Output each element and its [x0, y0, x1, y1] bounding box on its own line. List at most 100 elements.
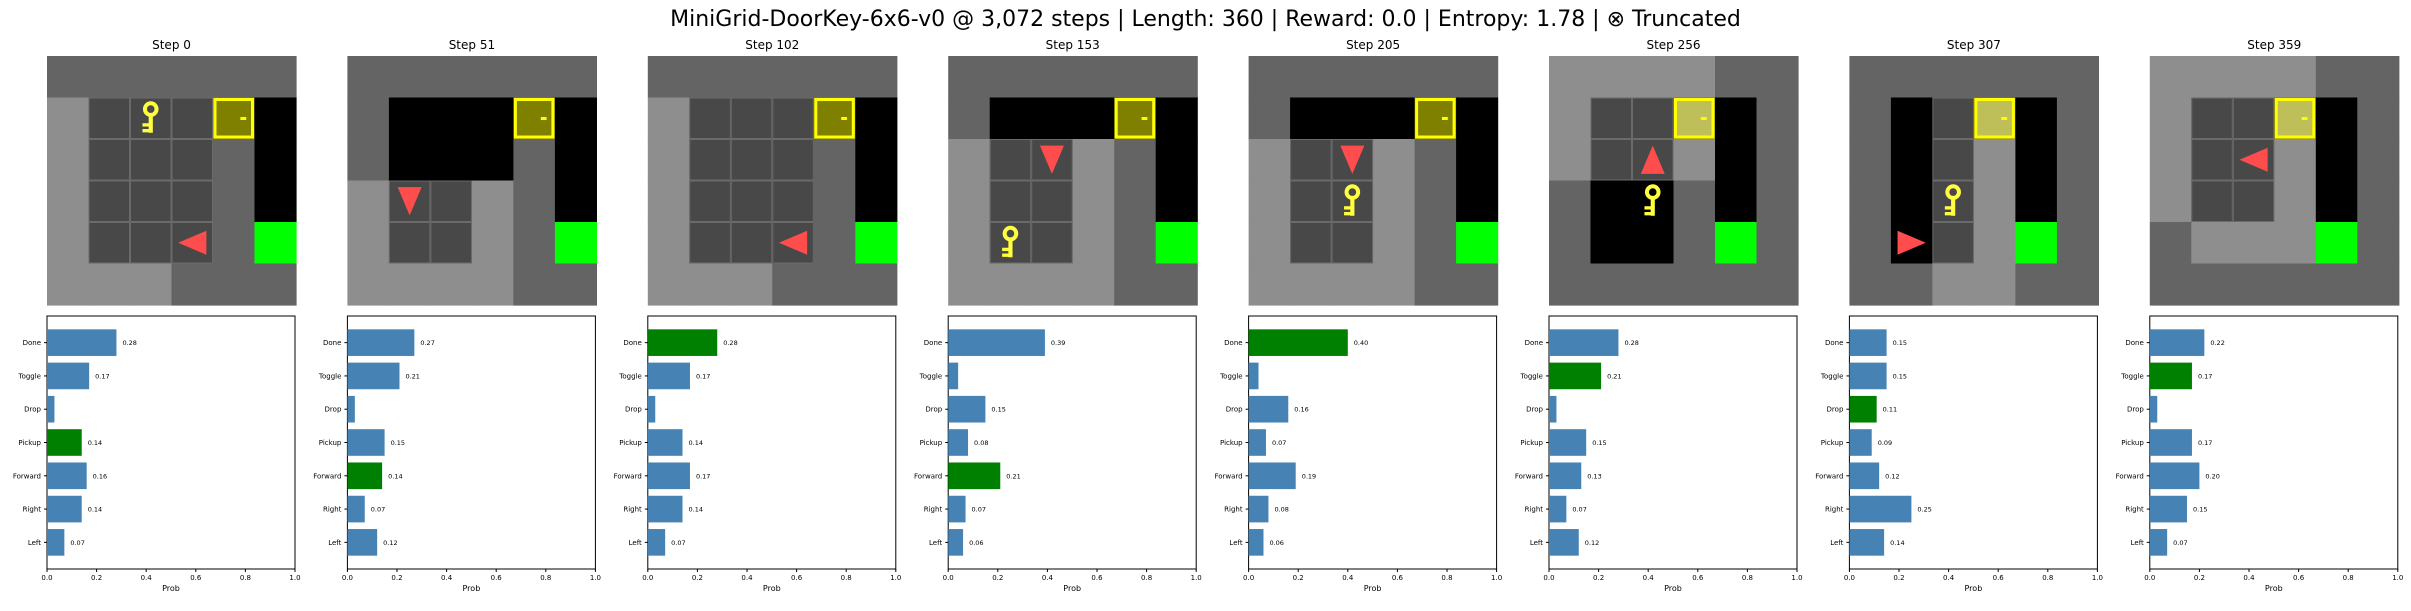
grid-cell [88, 97, 131, 140]
frame-title: Step 0 [152, 38, 191, 52]
grid-line [1932, 222, 1974, 264]
grid-cell [2315, 222, 2358, 265]
bar-forward [1549, 462, 1582, 490]
grid-cell [1973, 56, 2016, 99]
grid-cell [347, 222, 390, 265]
grid-cell [130, 222, 173, 265]
grid-line [2191, 139, 2233, 181]
bar-forward [1248, 462, 1296, 490]
grid-cell [1331, 97, 1374, 140]
x-tick-label: 0.0 [2144, 574, 2155, 582]
bar-value-label: 0.07 [972, 506, 986, 514]
y-tick-label: Toggle [919, 372, 943, 380]
bar-chart: Done 0.28 Toggle 0.21 Drop Pickup 0.15 Forward 0… [1515, 315, 1803, 593]
grid-cell [1248, 222, 1291, 265]
grid-cell [430, 263, 473, 306]
bar-value-label: 0.40 [1354, 339, 1368, 347]
grid-cell [554, 56, 597, 99]
y-tick-label: Left [28, 539, 41, 547]
grid-cell [2191, 139, 2234, 182]
bar-value-label: 0.20 [2205, 472, 2219, 480]
grid-cell [1890, 97, 1933, 140]
bar-drop [347, 395, 355, 423]
grid-cell [88, 139, 131, 182]
key-shaft [1008, 238, 1013, 258]
grid-cell [2056, 222, 2099, 265]
grid-cell [1715, 222, 1758, 265]
bar-value-label: 0.15 [391, 439, 405, 447]
grid-line [730, 97, 773, 139]
y-tick-label: Done [23, 339, 41, 347]
grid-cell [388, 97, 431, 140]
grid-cell [347, 180, 390, 223]
grid-line [1932, 180, 1974, 222]
x-axis-label: Prob [1063, 584, 1081, 593]
grid-cell [948, 180, 991, 223]
bar-toggle [647, 362, 690, 390]
grid-image [347, 56, 597, 306]
grid-cell [1414, 263, 1457, 306]
x-tick-label: 0.6 [1993, 574, 2005, 582]
grid-cell [772, 56, 815, 99]
key-shaft [1951, 197, 1956, 216]
grid-line [989, 222, 1032, 264]
grid-cell [2274, 139, 2317, 182]
grid-cell [948, 97, 991, 140]
x-tick-label: 1.0 [1491, 574, 1502, 582]
frame-title: Step 307 [1947, 38, 2001, 52]
bar-value-label: 0.22 [2210, 339, 2224, 347]
bar-right [1549, 495, 1567, 523]
bar-pickup [2149, 429, 2192, 456]
grid-cell [430, 222, 473, 265]
grid-cell [2015, 139, 2058, 182]
bar-toggle [948, 362, 959, 390]
grid-cell [647, 97, 690, 140]
grid-image [1549, 56, 1799, 306]
grid-cell [1756, 56, 1799, 99]
grid-cell [2232, 180, 2275, 223]
key-tooth [1002, 253, 1009, 257]
grid-cell [171, 97, 214, 140]
bar-value-label: 0.17 [2198, 372, 2212, 380]
grid-line [2191, 97, 2233, 139]
grid-cell [554, 97, 597, 140]
key-tooth [142, 123, 150, 127]
grid-cell [989, 97, 1032, 140]
panel-3: Step 153 Done 0.39 Toggle Drop 0.15 Pickup 0.08… [914, 38, 1202, 593]
grid-cell [1031, 222, 1074, 265]
grid-line [171, 139, 213, 181]
grid-cell [2315, 97, 2358, 140]
grid-cell [1456, 139, 1499, 182]
grid-line [88, 97, 130, 139]
x-tick-label: 0.6 [791, 574, 803, 582]
grid-line [1290, 139, 1332, 181]
bar-value-label: 0.16 [93, 472, 107, 480]
grid-line [130, 180, 172, 222]
grid-cell [1715, 97, 1758, 140]
bar-chart: Done 0.40 Toggle Drop 0.16 Pickup 0.07 Forward 0… [1214, 315, 1502, 593]
grid-cell [2015, 222, 2058, 265]
grid-cell [1290, 180, 1333, 223]
grid-cell [513, 180, 556, 223]
grid-cell [1673, 263, 1716, 306]
grid-cell [1114, 263, 1157, 306]
x-tick-label: 0.2 [1293, 574, 1304, 582]
grid-cell [2232, 263, 2275, 306]
grid-cell [1632, 97, 1675, 140]
grid-cell [2191, 56, 2234, 99]
grid-cell [1456, 56, 1499, 99]
y-tick-label: Drop [24, 406, 41, 414]
grid-cell [430, 56, 473, 99]
grid-line [689, 139, 731, 181]
grid-cell [1756, 263, 1799, 306]
grid-cell [2056, 56, 2099, 99]
grid-cell [1331, 222, 1374, 265]
door-icon [1674, 98, 1715, 139]
grid-cell [1072, 56, 1115, 99]
grid-line [430, 180, 472, 222]
grid-cell [689, 180, 732, 223]
grid-cell [2015, 180, 2058, 223]
grid-cell [1932, 263, 1975, 306]
x-tick-label: 0.8 [1441, 574, 1452, 582]
grid-cell [813, 56, 856, 99]
